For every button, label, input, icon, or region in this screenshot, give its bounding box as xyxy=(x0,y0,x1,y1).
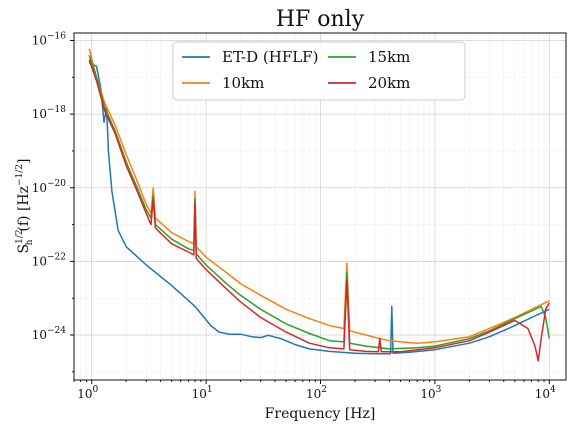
chart-title: HF only xyxy=(276,7,365,32)
series-line-2 xyxy=(88,48,550,344)
series-group xyxy=(88,48,551,362)
y-label-arg: (f) [Hz xyxy=(16,186,32,232)
legend-label: ET-D (HFLF) xyxy=(222,48,318,66)
x-axis-label: Frequency [Hz] xyxy=(265,406,376,422)
y-label-close: ] xyxy=(16,159,32,164)
series-line-1 xyxy=(88,62,550,355)
legend-label: 15km xyxy=(368,48,410,66)
x-tick-label: 103 xyxy=(420,385,441,401)
y-label-sub: h xyxy=(25,239,35,245)
x-tick-label: 101 xyxy=(192,385,213,401)
y-label-sup: 1/2 xyxy=(15,229,25,243)
series-line-4 xyxy=(88,59,550,362)
y-tick-label: 10−18 xyxy=(32,105,67,121)
x-tick-label: 104 xyxy=(535,385,556,401)
y-label-main: S xyxy=(16,244,32,254)
y-tick-label: 10−24 xyxy=(32,326,67,342)
legend-label: 20km xyxy=(368,74,410,92)
y-axis-label: S1/2h (f) [Hz−1/2] xyxy=(15,159,35,254)
y-tick-label: 10−22 xyxy=(32,252,66,268)
plot-area xyxy=(73,32,567,381)
x-tick-label: 100 xyxy=(77,385,98,401)
legend-box xyxy=(172,41,466,101)
y-tick-label: 10−16 xyxy=(32,32,67,48)
legend: ET-D (HFLF) 10km 15km 20km xyxy=(172,41,466,101)
ticks: 100 101 102 103 104 10−24 10−22 10−20 10−18 10−16 xyxy=(32,32,556,401)
legend-label: 10km xyxy=(222,74,264,92)
y-label-unit-sup: −1/2 xyxy=(15,164,25,186)
x-tick-label: 102 xyxy=(306,385,327,401)
series-line-3 xyxy=(88,54,551,350)
y-tick-label: 10−20 xyxy=(32,179,67,195)
